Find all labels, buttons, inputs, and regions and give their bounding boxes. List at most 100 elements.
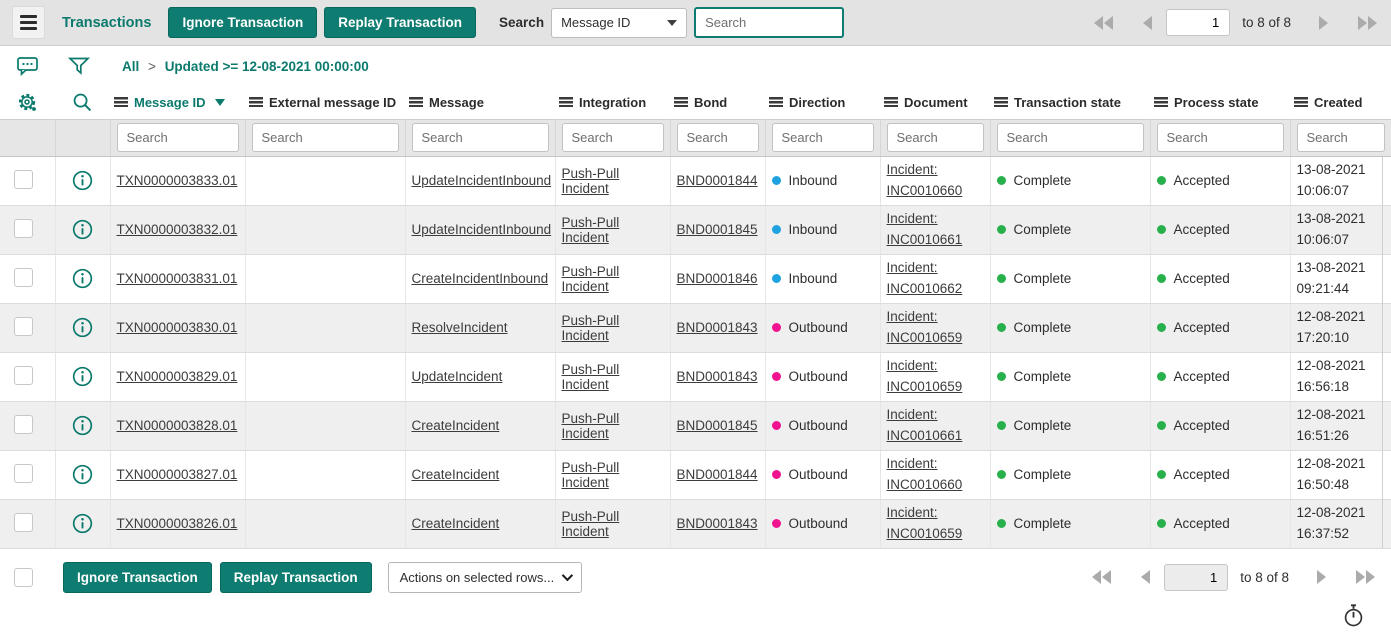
document-link[interactable]: Incident: INC0010662 (886, 259, 963, 296)
last-page-button[interactable] (1356, 14, 1379, 32)
ignore-transaction-button[interactable]: Ignore Transaction (168, 7, 318, 38)
integration-link[interactable]: Push-Pull Incident (561, 263, 620, 294)
next-page-button[interactable] (1315, 568, 1328, 586)
info-icon[interactable] (72, 415, 93, 436)
row-checkbox[interactable] (14, 463, 33, 483)
message-link[interactable]: CreateIncident (411, 418, 500, 433)
replay-transaction-button[interactable]: Replay Transaction (324, 7, 477, 38)
info-icon[interactable] (72, 513, 93, 534)
bond-link[interactable]: BND0001846 (676, 271, 758, 286)
filter-funnel-icon[interactable] (67, 54, 91, 78)
previous-page-button[interactable] (1141, 14, 1154, 32)
bond-link[interactable]: BND0001843 (676, 320, 758, 335)
column-header-message-id[interactable]: Message ID (110, 86, 245, 119)
next-page-button[interactable] (1317, 14, 1330, 32)
message-link[interactable]: UpdateIncidentInbound (411, 173, 552, 188)
message-link[interactable]: UpdateIncidentInbound (411, 222, 552, 237)
select-all-checkbox[interactable] (14, 567, 33, 587)
bond-link[interactable]: BND0001844 (676, 467, 758, 482)
bond-link[interactable]: BND0001845 (676, 222, 758, 237)
bond-link[interactable]: BND0001845 (676, 418, 758, 433)
comments-icon[interactable] (15, 54, 40, 78)
integration-link[interactable]: Push-Pull Incident (561, 312, 620, 343)
hamburger-menu-icon[interactable] (12, 6, 45, 39)
message-id-link[interactable]: TXN0000003830.01 (116, 320, 238, 335)
column-menu-icon[interactable] (114, 97, 128, 108)
column-search-created[interactable] (1296, 123, 1385, 152)
document-link[interactable]: Incident: INC0010661 (886, 406, 963, 443)
row-checkbox[interactable] (14, 512, 33, 532)
gear-icon[interactable] (16, 91, 39, 114)
message-link[interactable]: UpdateIncident (411, 369, 503, 384)
last-page-button[interactable] (1354, 568, 1377, 586)
first-page-button[interactable] (1092, 14, 1115, 32)
previous-page-button[interactable] (1139, 568, 1152, 586)
integration-link[interactable]: Push-Pull Incident (561, 459, 620, 490)
message-link[interactable]: CreateIncident (411, 467, 500, 482)
column-header-message[interactable]: Message (405, 86, 555, 119)
column-header-transaction-state[interactable]: Transaction state (990, 86, 1150, 119)
message-id-link[interactable]: TXN0000003833.01 (116, 173, 238, 188)
row-checkbox[interactable] (14, 169, 33, 189)
page-number-input[interactable] (1164, 563, 1229, 591)
message-id-link[interactable]: TXN0000003826.01 (116, 516, 238, 531)
bond-link[interactable]: BND0001843 (676, 516, 758, 531)
column-menu-icon[interactable] (249, 97, 263, 108)
column-menu-icon[interactable] (1294, 97, 1308, 108)
column-search-message-id[interactable] (116, 123, 239, 152)
column-search-message[interactable] (411, 123, 549, 152)
column-search-direction[interactable] (771, 123, 874, 152)
column-header-process-state[interactable]: Process state (1150, 86, 1290, 119)
column-menu-icon[interactable] (1154, 97, 1168, 108)
column-menu-icon[interactable] (884, 97, 898, 108)
column-menu-icon[interactable] (409, 97, 423, 108)
message-id-link[interactable]: TXN0000003831.01 (116, 271, 238, 286)
bond-link[interactable]: BND0001844 (676, 173, 758, 188)
actions-on-selected-rows-select[interactable]: Actions on selected rows... (387, 561, 582, 593)
integration-link[interactable]: Push-Pull Incident (561, 361, 620, 392)
document-link[interactable]: Incident: INC0010659 (886, 504, 963, 541)
integration-link[interactable]: Push-Pull Incident (561, 165, 620, 196)
row-checkbox[interactable] (14, 414, 33, 434)
message-id-link[interactable]: TXN0000003829.01 (116, 369, 238, 384)
breadcrumb-condition-link[interactable]: Updated >= 12-08-2021 00:00:00 (164, 58, 369, 74)
column-menu-icon[interactable] (559, 97, 573, 108)
search-icon[interactable] (71, 91, 94, 114)
message-link[interactable]: ResolveIncident (411, 320, 508, 335)
column-search-process-state[interactable] (1156, 123, 1284, 152)
footer-replay-transaction-button[interactable]: Replay Transaction (219, 561, 372, 593)
document-link[interactable]: Incident: INC0010659 (886, 357, 963, 394)
info-icon[interactable] (72, 268, 93, 289)
info-icon[interactable] (72, 219, 93, 240)
message-link[interactable]: CreateIncident (411, 516, 500, 531)
column-header-direction[interactable]: Direction (765, 86, 880, 119)
document-link[interactable]: Incident: INC0010660 (886, 455, 963, 492)
column-search-integration[interactable] (561, 123, 664, 152)
column-header-bond[interactable]: Bond (670, 86, 765, 119)
info-icon[interactable] (72, 366, 93, 387)
column-search-document[interactable] (886, 123, 984, 152)
message-link[interactable]: CreateIncidentInbound (411, 271, 549, 286)
row-checkbox[interactable] (14, 316, 33, 336)
column-header-integration[interactable]: Integration (555, 86, 670, 119)
column-header-created[interactable]: Created (1290, 86, 1391, 119)
first-page-button[interactable] (1090, 568, 1113, 586)
message-id-link[interactable]: TXN0000003828.01 (116, 418, 238, 433)
document-link[interactable]: Incident: INC0010660 (886, 161, 963, 198)
search-field-select[interactable]: Message ID (551, 7, 688, 38)
bond-link[interactable]: BND0001843 (676, 369, 758, 384)
document-link[interactable]: Incident: INC0010661 (886, 210, 963, 247)
timer-refresh-icon[interactable] (1342, 603, 1365, 633)
document-link[interactable]: Incident: INC0010659 (886, 308, 963, 345)
column-menu-icon[interactable] (994, 97, 1008, 108)
integration-link[interactable]: Push-Pull Incident (561, 508, 620, 539)
column-menu-icon[interactable] (769, 97, 783, 108)
column-header-document[interactable]: Document (880, 86, 990, 119)
page-number-input[interactable] (1166, 9, 1231, 36)
column-search-transaction-state[interactable] (996, 123, 1144, 152)
row-checkbox[interactable] (14, 267, 33, 287)
info-icon[interactable] (72, 317, 93, 338)
message-id-link[interactable]: TXN0000003827.01 (116, 467, 238, 482)
breadcrumb-all-link[interactable]: All (122, 58, 140, 74)
integration-link[interactable]: Push-Pull Incident (561, 214, 620, 245)
